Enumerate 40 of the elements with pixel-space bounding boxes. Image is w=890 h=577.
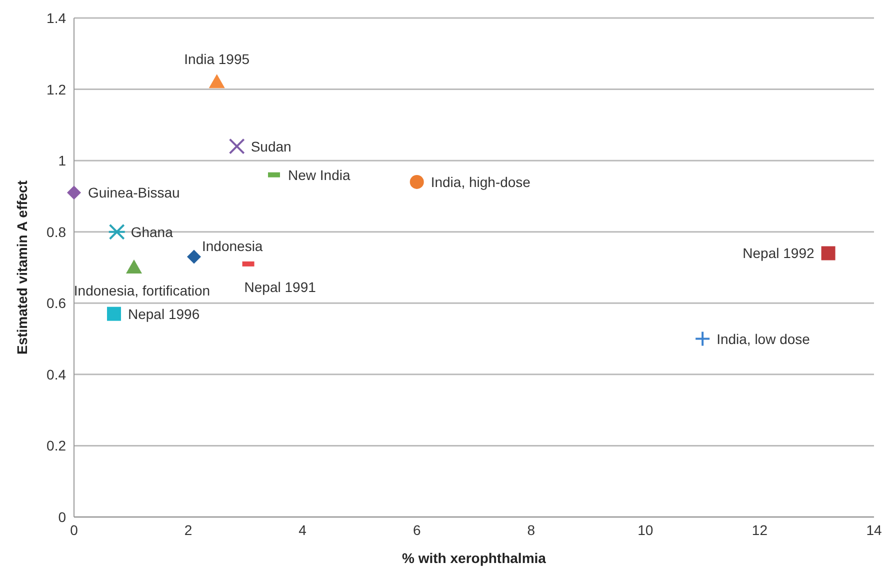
point <box>107 306 121 321</box>
x-tick-label: 2 <box>184 522 192 538</box>
x-tick-label: 12 <box>752 522 768 538</box>
y-tick-label: 1.4 <box>46 10 66 26</box>
series-label: India 1995 <box>184 51 250 68</box>
y-tick-label: 1 <box>58 152 66 169</box>
series-label: Nepal 1991 <box>244 278 316 295</box>
point <box>228 138 245 154</box>
series-label: Indonesia, fortification <box>74 282 210 298</box>
point <box>126 260 142 274</box>
y-axis-title: Estimated vitamin A effect <box>14 180 30 355</box>
x-axis-title: % with xerophthalmia <box>402 550 546 566</box>
point <box>821 246 836 260</box>
x-tick-label: 14 <box>866 522 882 538</box>
x-tick-label: 0 <box>70 522 78 538</box>
series-label: Nepal 1996 <box>128 306 200 322</box>
series-label: New India <box>288 166 350 183</box>
x-tick-label: 6 <box>412 522 421 538</box>
series-label: Indonesia <box>202 238 263 254</box>
point <box>108 224 126 240</box>
y-tick-label: 0.6 <box>46 295 66 312</box>
series-label: India, low dose <box>716 330 810 347</box>
point <box>410 174 424 189</box>
series-label: Nepal 1992 <box>742 245 814 262</box>
series-label: India, high-dose <box>430 174 531 190</box>
y-tick-label: 0.8 <box>46 224 66 240</box>
x-tick-label: 10 <box>638 522 654 538</box>
y-tick-label: 0.4 <box>46 366 66 382</box>
point <box>208 74 225 88</box>
series-label: Ghana <box>130 224 174 240</box>
point <box>67 186 81 200</box>
x-tick-label: 4 <box>298 522 307 538</box>
point <box>187 250 201 264</box>
series-label: Sudan <box>250 138 292 154</box>
x-tick-label: 8 <box>527 522 536 538</box>
series-label: Guinea-Bissau <box>88 184 180 201</box>
y-tick-label: 0 <box>58 508 66 525</box>
y-tick-label: 1.2 <box>46 81 66 98</box>
point <box>694 330 711 347</box>
y-tick-label: 0.2 <box>46 438 66 454</box>
